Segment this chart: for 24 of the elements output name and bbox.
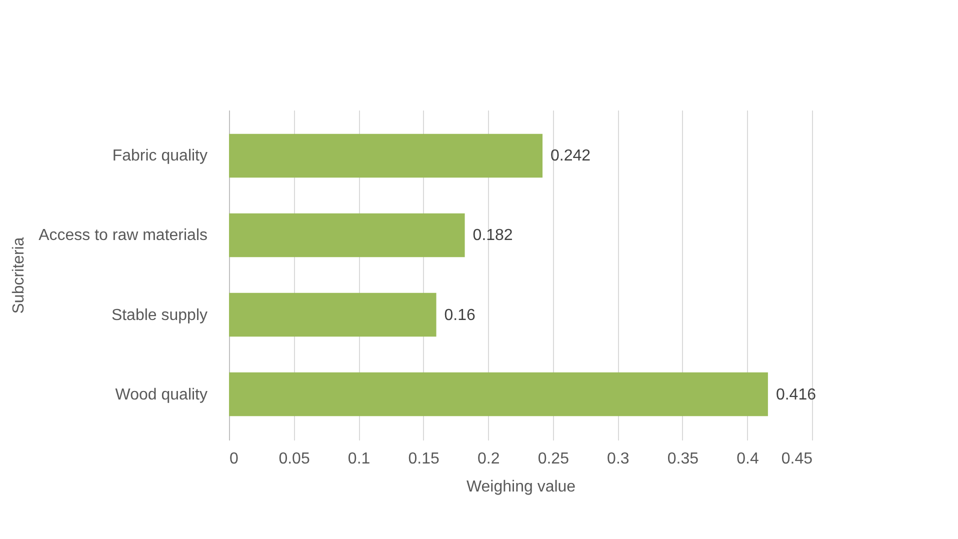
x-axis-title: Weighing value (466, 478, 576, 496)
y-tick-label: Wood quality (115, 386, 208, 404)
y-axis-title: Subcriteria (10, 237, 28, 314)
bar (229, 213, 465, 258)
x-tick-label: 0.15 (408, 450, 440, 468)
x-tick-label: 0.4 (736, 450, 759, 468)
y-tick-label: Stable supply (111, 306, 208, 324)
bar (229, 292, 436, 337)
y-tick-label: Access to raw materials (38, 227, 208, 244)
bar (229, 134, 543, 178)
bar (229, 372, 768, 416)
x-tick-label: 0.25 (538, 450, 570, 468)
x-tick-label: 0.1 (348, 450, 370, 468)
x-tick-label: 0.3 (607, 450, 630, 468)
x-tick-label: 0.45 (781, 450, 813, 468)
x-tick-label: 0.35 (667, 450, 699, 468)
y-tick-label: Fabric quality (112, 148, 208, 165)
x-tick-label: 0.2 (477, 450, 500, 468)
data-label: 0.416 (776, 386, 816, 404)
x-tick-label: 0 (230, 450, 238, 468)
data-label: 0.182 (472, 227, 513, 244)
data-label: 0.16 (444, 306, 476, 324)
data-label: 0.242 (550, 148, 591, 165)
x-tick-label: 0.05 (278, 450, 310, 468)
